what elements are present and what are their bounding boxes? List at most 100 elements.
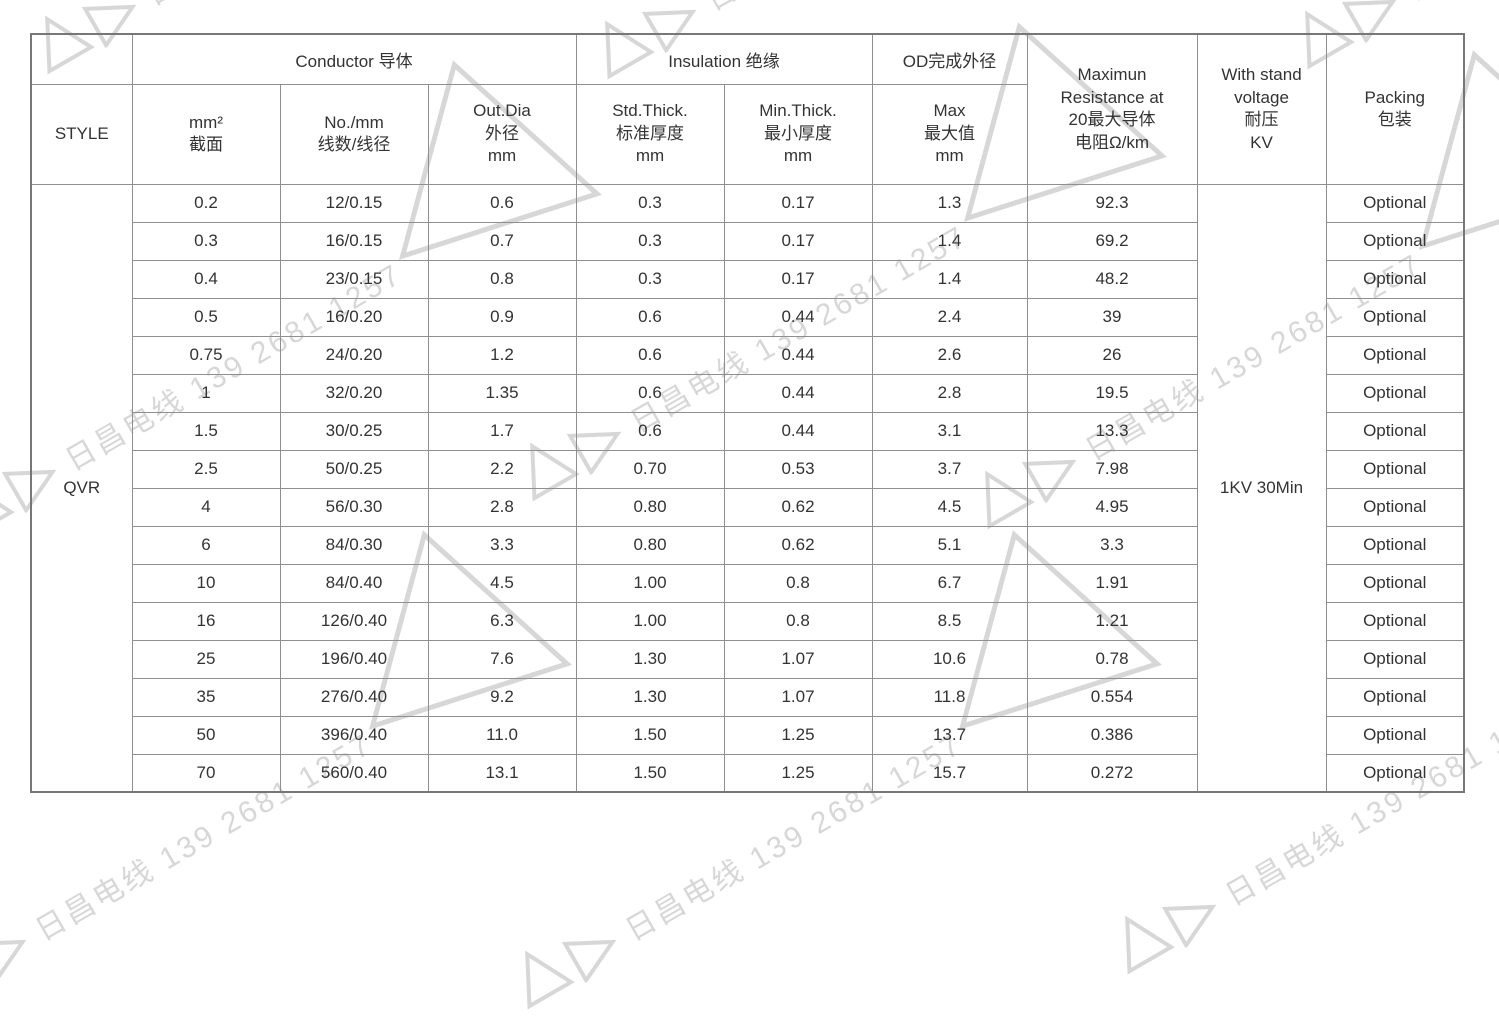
cell-resistance: 4.95	[1027, 488, 1197, 526]
cell-out-dia: 6.3	[428, 602, 576, 640]
cell-packing: Optional	[1326, 374, 1464, 412]
cell-resistance: 26	[1027, 336, 1197, 374]
cell-packing: Optional	[1326, 564, 1464, 602]
cell-od-max: 5.1	[872, 526, 1027, 564]
cell-od-max: 3.1	[872, 412, 1027, 450]
cell-std-thick: 0.6	[576, 298, 724, 336]
cell-packing: Optional	[1326, 488, 1464, 526]
cell-mm2: 0.2	[132, 184, 280, 222]
cell-od-max: 2.8	[872, 374, 1027, 412]
cell-out-dia: 0.8	[428, 260, 576, 298]
cell-out-dia: 13.1	[428, 754, 576, 792]
col-header-mm2: mm² 截面	[132, 84, 280, 184]
watermark-small-triangles-icon	[1099, 870, 1227, 980]
cell-min-thick: 0.62	[724, 526, 872, 564]
cell-out-dia: 0.6	[428, 184, 576, 222]
cell-mm2: 1	[132, 374, 280, 412]
cell-no-mm: 30/0.25	[280, 412, 428, 450]
cell-packing: Optional	[1326, 336, 1464, 374]
voltage-value-cell: 1KV 30Min	[1197, 184, 1326, 792]
cell-packing: Optional	[1326, 526, 1464, 564]
cell-out-dia: 2.2	[428, 450, 576, 488]
cell-resistance: 1.91	[1027, 564, 1197, 602]
cell-min-thick: 1.07	[724, 640, 872, 678]
cell-mm2: 0.3	[132, 222, 280, 260]
cell-packing: Optional	[1326, 298, 1464, 336]
cell-mm2: 35	[132, 678, 280, 716]
cell-mm2: 16	[132, 602, 280, 640]
cell-min-thick: 0.44	[724, 374, 872, 412]
cell-min-thick: 0.44	[724, 412, 872, 450]
cell-out-dia: 1.2	[428, 336, 576, 374]
cell-out-dia: 0.9	[428, 298, 576, 336]
cell-od-max: 8.5	[872, 602, 1027, 640]
cell-no-mm: 196/0.40	[280, 640, 428, 678]
cell-packing: Optional	[1326, 716, 1464, 754]
cell-packing: Optional	[1326, 602, 1464, 640]
cell-mm2: 0.75	[132, 336, 280, 374]
cell-mm2: 2.5	[132, 450, 280, 488]
cell-std-thick: 1.30	[576, 640, 724, 678]
cell-out-dia: 1.7	[428, 412, 576, 450]
cell-min-thick: 0.17	[724, 222, 872, 260]
cell-out-dia: 2.8	[428, 488, 576, 526]
cell-od-max: 13.7	[872, 716, 1027, 754]
conductor-group-header: Conductor 导体	[132, 34, 576, 84]
cell-min-thick: 1.07	[724, 678, 872, 716]
col-header-no-mm: No./mm 线数/线径	[280, 84, 428, 184]
cell-std-thick: 0.70	[576, 450, 724, 488]
cell-std-thick: 1.00	[576, 564, 724, 602]
cell-resistance: 48.2	[1027, 260, 1197, 298]
cell-min-thick: 1.25	[724, 754, 872, 792]
cell-std-thick: 0.80	[576, 526, 724, 564]
cell-mm2: 1.5	[132, 412, 280, 450]
cell-std-thick: 0.6	[576, 412, 724, 450]
empty-header-cell	[31, 34, 132, 84]
cell-od-max: 11.8	[872, 678, 1027, 716]
cell-min-thick: 0.8	[724, 564, 872, 602]
cell-out-dia: 3.3	[428, 526, 576, 564]
cell-std-thick: 0.3	[576, 260, 724, 298]
cell-od-max: 10.6	[872, 640, 1027, 678]
cell-min-thick: 0.44	[724, 336, 872, 374]
cell-out-dia: 9.2	[428, 678, 576, 716]
cell-std-thick: 1.50	[576, 716, 724, 754]
cell-mm2: 25	[132, 640, 280, 678]
cell-no-mm: 396/0.40	[280, 716, 428, 754]
cell-od-max: 15.7	[872, 754, 1027, 792]
cell-od-max: 1.4	[872, 260, 1027, 298]
cell-od-max: 4.5	[872, 488, 1027, 526]
cell-packing: Optional	[1326, 640, 1464, 678]
cell-od-max: 1.4	[872, 222, 1027, 260]
cell-min-thick: 0.17	[724, 184, 872, 222]
cell-no-mm: 84/0.40	[280, 564, 428, 602]
cell-std-thick: 0.3	[576, 222, 724, 260]
cell-no-mm: 16/0.15	[280, 222, 428, 260]
cell-std-thick: 1.30	[576, 678, 724, 716]
cell-no-mm: 24/0.20	[280, 336, 428, 374]
cell-min-thick: 1.25	[724, 716, 872, 754]
cell-no-mm: 126/0.40	[280, 602, 428, 640]
cell-min-thick: 0.44	[724, 298, 872, 336]
cell-min-thick: 0.53	[724, 450, 872, 488]
cell-no-mm: 560/0.40	[280, 754, 428, 792]
cell-od-max: 6.7	[872, 564, 1027, 602]
cell-out-dia: 7.6	[428, 640, 576, 678]
cell-std-thick: 1.00	[576, 602, 724, 640]
col-header-od-max: Max 最大值 mm	[872, 84, 1027, 184]
cell-resistance: 69.2	[1027, 222, 1197, 260]
cell-od-max: 2.6	[872, 336, 1027, 374]
watermark-text: 日昌电线 139 2681 1257	[1401, 0, 1499, 12]
cell-packing: Optional	[1326, 678, 1464, 716]
cell-mm2: 70	[132, 754, 280, 792]
cell-std-thick: 1.50	[576, 754, 724, 792]
col-header-min-thick: Min.Thick. 最小厚度 mm	[724, 84, 872, 184]
cell-mm2: 4	[132, 488, 280, 526]
packing-header: Packing 包装	[1326, 34, 1464, 184]
wire-spec-table: Conductor 导体 Insulation 绝缘 OD完成外径 Maximu…	[30, 33, 1465, 793]
cell-resistance: 39	[1027, 298, 1197, 336]
watermark-text: 日昌电线 139 2681 1257	[701, 0, 1050, 22]
cell-resistance: 7.98	[1027, 450, 1197, 488]
col-header-std-thick: Std.Thick. 标准厚度 mm	[576, 84, 724, 184]
